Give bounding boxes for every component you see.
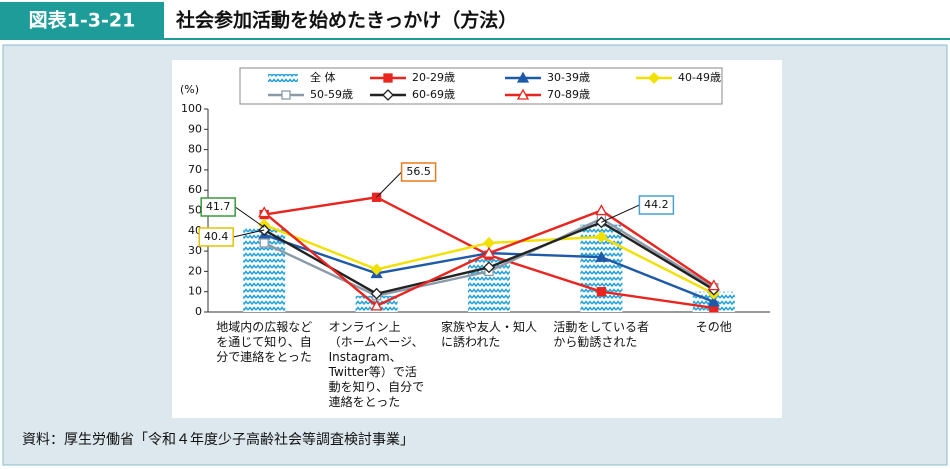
y-axis-label: (%) <box>180 83 199 96</box>
header-title: 社会参加活動を始めたきっかけ（方法） <box>175 9 517 32</box>
marker <box>370 263 383 276</box>
y-tick-label: 60 <box>188 183 202 196</box>
marker <box>595 230 608 243</box>
x-tick-label: オンライン上 （ホームページ、 Instagram、 Twitter等）で活 動… <box>328 320 425 409</box>
marker <box>595 204 608 216</box>
marker <box>483 261 495 274</box>
marker <box>707 295 720 307</box>
data-label: 44.2 <box>644 198 669 211</box>
marker <box>370 299 383 311</box>
data-label: 40.4 <box>204 230 229 243</box>
marker <box>707 279 720 291</box>
source: 資料：厚生労働省「令和４年度少子高齢社会等調査検討事業」 <box>22 431 414 448</box>
marker <box>370 287 383 300</box>
label-box <box>638 195 675 215</box>
y-tick-label: 50 <box>188 204 202 217</box>
y-tick-label: 80 <box>188 143 202 156</box>
marker <box>382 89 394 101</box>
y-tick-label: 30 <box>188 244 202 257</box>
data-label: 56.5 <box>406 165 431 178</box>
marker <box>259 238 269 248</box>
legend-label: 50-59歳 <box>310 88 353 101</box>
marker <box>516 88 530 100</box>
label-box <box>200 197 236 217</box>
legend-label: 30-39歳 <box>547 71 590 84</box>
legend-label: 全 体 <box>310 70 336 84</box>
leader-line <box>376 171 402 198</box>
x-tick-label: 地域内の広報など を通じて知り、自 分で連絡をとった <box>216 320 313 364</box>
x-tick-label: 活動をしている者 から勧誘された <box>553 320 650 349</box>
legend-swatch <box>268 74 298 82</box>
legend-label: 40-49歳 <box>678 71 721 84</box>
marker <box>258 206 271 218</box>
label-box <box>198 227 234 247</box>
header-label-bg <box>0 2 164 38</box>
x-tick-label: その他 <box>695 320 732 334</box>
y-tick-label: 70 <box>188 163 202 176</box>
label-box <box>400 162 437 182</box>
marker <box>516 71 530 83</box>
marker <box>383 73 393 83</box>
leader-line <box>601 204 640 223</box>
marker <box>596 287 607 297</box>
leader-line <box>234 206 265 228</box>
leader-line <box>233 229 265 238</box>
y-tick-label: 20 <box>188 264 202 277</box>
legend-box <box>239 67 723 105</box>
marker <box>595 250 608 262</box>
marker <box>482 246 496 258</box>
y-tick-label: 10 <box>188 285 202 298</box>
y-tick-label: 90 <box>188 122 202 135</box>
legend-label: 70-89歳 <box>547 88 590 101</box>
y-tick-label: 100 <box>181 102 202 115</box>
marker <box>281 90 291 100</box>
x-tick-label: 家族や友人・知人 に誘われた <box>441 320 538 349</box>
marker <box>648 72 660 84</box>
y-tick-label: 0 <box>195 305 202 318</box>
legend-label: 20-29歳 <box>412 71 455 84</box>
header-label: 図表1-3-21 <box>29 9 136 32</box>
data-label: 41.7 <box>206 200 231 213</box>
legend-label: 60-69歳 <box>412 88 455 101</box>
